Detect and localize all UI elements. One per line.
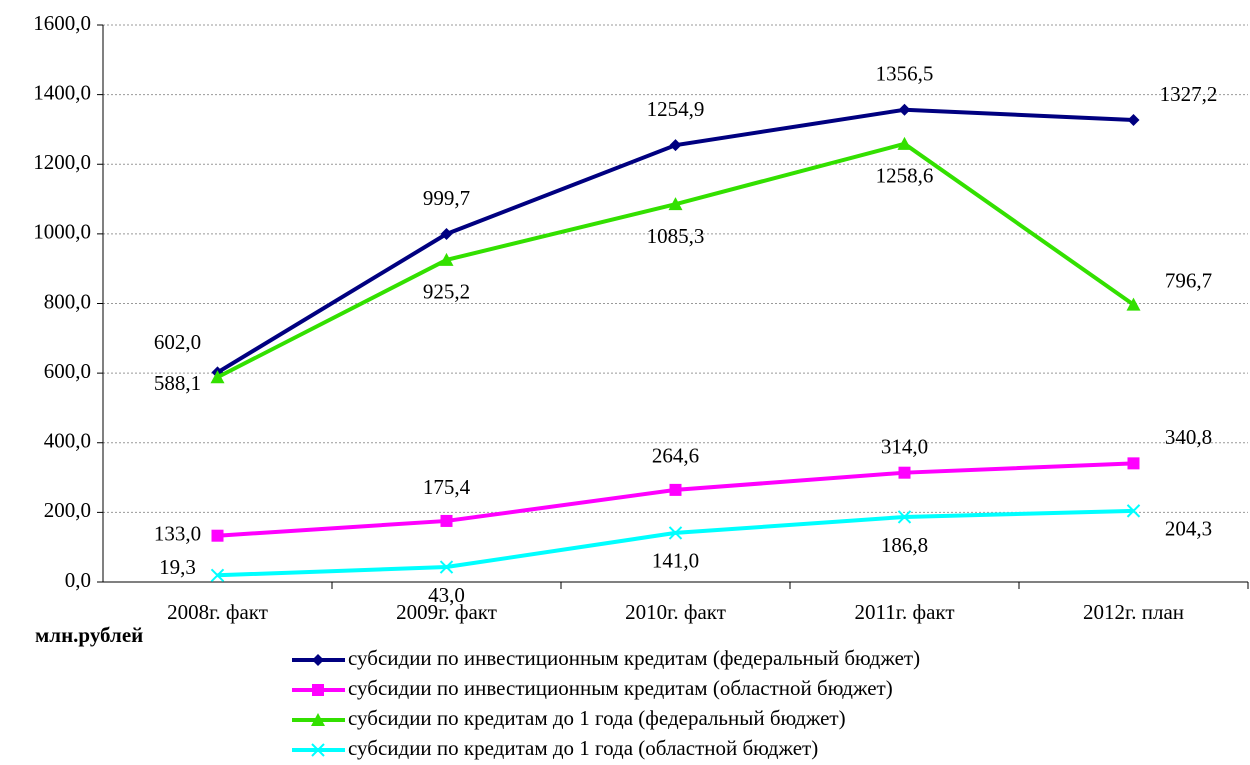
marker xyxy=(668,197,683,211)
marker xyxy=(1127,457,1140,470)
marker xyxy=(898,103,911,116)
marker xyxy=(669,483,682,496)
x-tick-label: 2010г. факт xyxy=(625,600,726,624)
y-tick-label: 1600,0 xyxy=(33,11,91,35)
legend-label: субсидии по инвестиционным кредитам (фед… xyxy=(348,646,920,670)
y-tick-label: 200,0 xyxy=(44,498,91,522)
data-label: 264,6 xyxy=(652,444,699,468)
marker xyxy=(311,743,325,757)
data-label: 133,0 xyxy=(154,522,201,546)
y-axis-label: млн.рублей xyxy=(35,623,143,647)
data-label: 1254,9 xyxy=(647,97,705,121)
x-tick-label: 2008г. факт xyxy=(167,600,268,624)
data-label: 186,8 xyxy=(881,533,928,557)
marker xyxy=(1126,297,1141,311)
marker xyxy=(1126,504,1141,518)
y-tick-label: 1000,0 xyxy=(33,220,91,244)
data-label: 1356,5 xyxy=(876,62,934,86)
x-tick-label: 2009г. факт xyxy=(396,600,497,624)
data-label: 314,0 xyxy=(881,435,928,459)
marker xyxy=(210,568,225,582)
legend-label: субсидии по кредитам до 1 года (областно… xyxy=(348,736,818,760)
y-tick-label: 400,0 xyxy=(44,429,91,453)
data-label: 19,3 xyxy=(159,555,196,579)
data-label: 588,1 xyxy=(154,371,201,395)
data-label: 602,0 xyxy=(154,330,201,354)
legend-label: субсидии по инвестиционным кредитам (обл… xyxy=(348,676,893,700)
y-tick-label: 0,0 xyxy=(65,568,91,592)
data-label: 43,0 xyxy=(428,583,465,607)
marker xyxy=(669,139,682,152)
data-label: 340,8 xyxy=(1165,425,1212,449)
marker xyxy=(898,466,911,479)
marker xyxy=(668,526,683,540)
marker xyxy=(211,529,224,542)
y-tick-label: 600,0 xyxy=(44,359,91,383)
legend-label: субсидии по кредитам до 1 года (федераль… xyxy=(348,706,846,730)
marker xyxy=(439,560,454,574)
data-label: 175,4 xyxy=(423,475,471,499)
data-label: 204,3 xyxy=(1165,517,1212,541)
marker xyxy=(440,514,453,527)
x-tick-label: 2011г. факт xyxy=(855,600,955,624)
y-tick-label: 1400,0 xyxy=(33,80,91,104)
marker xyxy=(1127,113,1140,126)
data-label: 141,0 xyxy=(652,549,699,573)
data-label: 925,2 xyxy=(423,280,470,304)
marker xyxy=(439,252,454,266)
marker xyxy=(311,713,325,726)
marker xyxy=(897,510,912,524)
marker xyxy=(897,136,912,150)
marker xyxy=(312,684,324,696)
marker xyxy=(312,654,324,666)
x-tick-label: 2012г. план xyxy=(1083,600,1184,624)
data-label: 1258,6 xyxy=(876,164,934,188)
data-label: 796,7 xyxy=(1165,268,1212,292)
data-label: 1085,3 xyxy=(647,224,705,248)
y-tick-label: 1200,0 xyxy=(33,150,91,174)
data-label: 1327,2 xyxy=(1160,82,1218,106)
marker xyxy=(440,227,453,240)
data-label: 999,7 xyxy=(423,186,470,210)
series-line xyxy=(216,141,1135,380)
marker xyxy=(210,370,225,384)
series-line xyxy=(217,461,1134,538)
y-tick-label: 800,0 xyxy=(44,289,91,313)
